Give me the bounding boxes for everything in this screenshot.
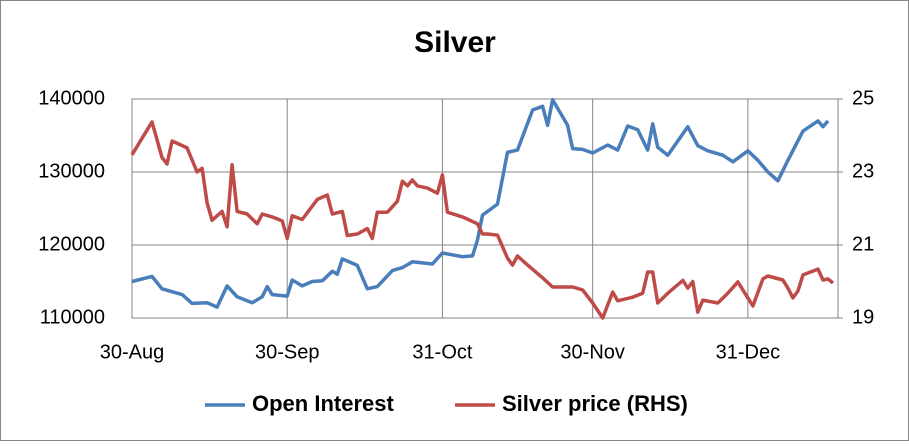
x-tick-label: 30-Aug bbox=[100, 341, 165, 363]
y-tick-label: 110000 bbox=[40, 306, 105, 328]
series-line bbox=[130, 120, 835, 320]
y-tick-label: 140000 bbox=[38, 87, 105, 109]
y2-tick-label: 25 bbox=[852, 87, 874, 109]
y-tick-label: 130000 bbox=[38, 160, 105, 182]
series-line bbox=[131, 97, 830, 309]
x-tick-label: 30-Nov bbox=[560, 341, 624, 363]
x-tick-label: 30-Sep bbox=[255, 341, 320, 363]
x-tick-label: 31-Dec bbox=[716, 341, 780, 363]
legend-label: Silver price (RHS) bbox=[502, 391, 688, 416]
y2-tick-label: 23 bbox=[852, 160, 874, 182]
chart-title: Silver bbox=[414, 26, 496, 59]
x-tick-label: 31-Oct bbox=[412, 341, 472, 363]
y-tick-label: 120000 bbox=[38, 233, 105, 255]
plot-border bbox=[131, 98, 839, 319]
y2-tick-label: 19 bbox=[852, 306, 874, 328]
legend-label: Open Interest bbox=[252, 391, 394, 416]
y2-tick-label: 21 bbox=[852, 233, 874, 255]
